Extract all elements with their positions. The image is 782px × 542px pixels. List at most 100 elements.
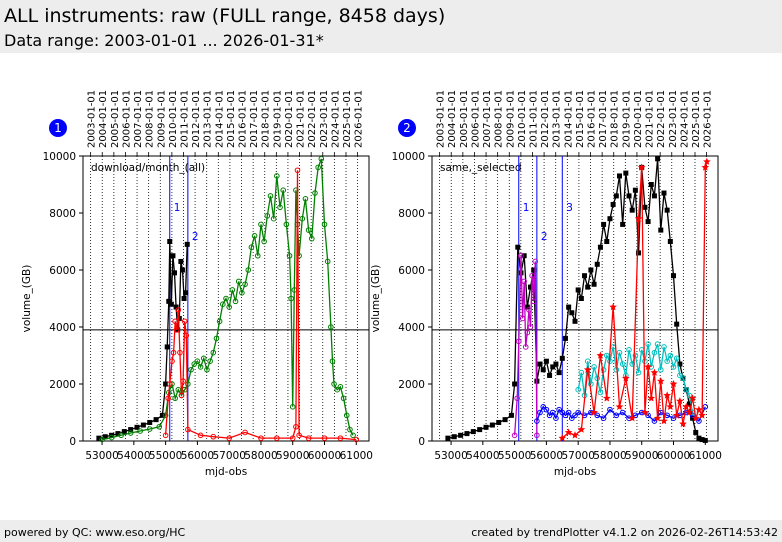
chart-1-data-point bbox=[137, 428, 143, 434]
chart-2-data-point bbox=[653, 414, 662, 422]
chart-1-data-point bbox=[194, 358, 201, 365]
chart-2-data-point bbox=[613, 366, 620, 373]
chart-2-event-label: 1 bbox=[523, 202, 530, 214]
chart-2-data-point bbox=[581, 412, 588, 419]
chart-2-top-date-label: 2025-01-01 bbox=[691, 90, 702, 148]
chart-2-series-line bbox=[513, 255, 538, 436]
chart-2-data-point bbox=[496, 419, 502, 425]
chart-2-data-point bbox=[583, 365, 592, 373]
chart-2-data-point bbox=[607, 216, 613, 222]
chart-2-data-point bbox=[558, 434, 567, 442]
chart-1-data-point bbox=[280, 187, 287, 193]
chart-1-data-point bbox=[121, 429, 127, 435]
header: ALL instruments: raw (FULL range, 8458 d… bbox=[0, 0, 782, 53]
chart-2-data-point bbox=[661, 344, 667, 350]
chart-2-top-date-label: 2011-01-01 bbox=[528, 90, 539, 148]
chart-1-data-point bbox=[321, 221, 328, 228]
chart-1-data-point bbox=[294, 167, 301, 174]
chart-2-data-point bbox=[695, 405, 703, 413]
chart-1-data-point bbox=[197, 432, 204, 439]
chart-2-top-date-label: 2005-01-01 bbox=[459, 90, 470, 148]
chart-2-data-point bbox=[540, 404, 547, 410]
chart-2-data-point bbox=[562, 335, 568, 341]
chart-2-data-point bbox=[458, 432, 464, 438]
chart-1-data-point bbox=[168, 301, 174, 307]
chart-2-data-point bbox=[648, 182, 654, 187]
chart-1-top-date-label: 2017-01-01 bbox=[249, 90, 260, 148]
chart-2-data-point bbox=[682, 402, 690, 410]
chart-1-data-point bbox=[181, 318, 188, 325]
chart-2-data-point bbox=[515, 244, 521, 250]
chart-1-data-point bbox=[166, 381, 173, 387]
chart-2-top-date-label: 2012-01-01 bbox=[540, 90, 551, 148]
chart-1-top-date-label: 2023-01-01 bbox=[319, 90, 330, 148]
chart-2-data-point bbox=[658, 227, 664, 233]
chart-2-data-point bbox=[575, 386, 581, 393]
chart-1-data-point bbox=[305, 435, 312, 441]
chart-1-data-point bbox=[175, 307, 182, 313]
chart-1-x-tick-label: 56000 bbox=[181, 450, 214, 462]
chart-2-data-point bbox=[532, 258, 539, 265]
chart-1-x-tick-label: 53000 bbox=[85, 450, 118, 462]
chart-2-data-point bbox=[679, 419, 687, 428]
chart-1-data-point bbox=[235, 278, 242, 285]
chart-2-data-point bbox=[569, 310, 575, 316]
chart-2-data-point bbox=[664, 358, 670, 365]
chart-1-y-tick-label: 8000 bbox=[49, 208, 76, 220]
chart-1-data-point bbox=[318, 156, 325, 162]
chart-2-top-date-label: 2019-01-01 bbox=[621, 90, 632, 148]
chart-1-data-point bbox=[178, 258, 184, 264]
chart-1-data-point bbox=[261, 238, 267, 245]
chart-1-data-point bbox=[223, 295, 229, 302]
chart-2-data-point bbox=[534, 418, 540, 424]
chart-1-data-point bbox=[191, 361, 198, 367]
chart-2-data-point bbox=[514, 395, 520, 402]
chart-2-event-label: 2 bbox=[541, 231, 548, 243]
chart-1-top-date-label: 2005-01-01 bbox=[110, 90, 121, 148]
chart-1-data-point bbox=[180, 378, 186, 384]
chart-2-data-point bbox=[644, 362, 652, 371]
chart-2-data-point bbox=[616, 173, 622, 179]
chart-1-data-point bbox=[134, 424, 140, 430]
chart-1-data-point bbox=[353, 436, 360, 443]
chart-1-data-point bbox=[293, 423, 299, 430]
chart-2-marker-label: 2 bbox=[403, 121, 411, 135]
chart-1-data-point bbox=[296, 432, 302, 439]
chart-1-data-point bbox=[232, 298, 239, 305]
chart-1-event-label: 2 bbox=[192, 231, 199, 243]
chart-1-top-date-label: 2025-01-01 bbox=[342, 90, 353, 148]
chart-1-x-tick-label: 55000 bbox=[149, 450, 182, 462]
chart-1-data-point bbox=[254, 252, 261, 259]
chart-2-data-point bbox=[588, 381, 594, 387]
chart-1-data-point bbox=[226, 435, 232, 441]
chart-1-top-date-label: 2003-01-01 bbox=[87, 90, 98, 148]
chart-1-data-point bbox=[289, 435, 296, 441]
chart-2-data-point bbox=[670, 364, 677, 370]
chart-2-data-point bbox=[569, 415, 575, 422]
chart-1-data-point bbox=[177, 349, 183, 356]
chart-2-data-point bbox=[590, 408, 598, 416]
chart-1-data-point bbox=[305, 227, 312, 233]
chart-2-data-point bbox=[477, 427, 483, 433]
chart-2-data-point bbox=[594, 261, 600, 267]
chart-2-top-date-label: 2013-01-01 bbox=[552, 90, 563, 148]
chart-2-data-point bbox=[636, 250, 642, 256]
chart-1-data-point bbox=[216, 318, 223, 325]
chart-1-top-date-label: 2019-01-01 bbox=[272, 90, 283, 148]
chart-1-data-point bbox=[340, 395, 347, 402]
chart-1-top-date-label: 2010-01-01 bbox=[168, 90, 179, 148]
chart-1-data-point bbox=[188, 366, 194, 373]
chart-1-top-date-label: 2016-01-01 bbox=[238, 90, 249, 148]
chart-1-data-point bbox=[118, 432, 124, 439]
chart-2-data-point bbox=[531, 267, 537, 273]
chart-2-data-point bbox=[537, 361, 543, 367]
chart-1-series-line bbox=[164, 170, 357, 441]
chart-1-data-point bbox=[321, 435, 328, 441]
chart-2-y-axis-label: volume_(GB) bbox=[370, 265, 382, 333]
chart-2-data-point bbox=[577, 425, 586, 433]
chart-2-data-point bbox=[666, 402, 675, 410]
chart-2-data-point bbox=[635, 369, 642, 376]
chart-2-data-point bbox=[584, 358, 591, 365]
chart-2-data-point bbox=[660, 417, 668, 425]
chart-2-data-point bbox=[619, 409, 626, 416]
